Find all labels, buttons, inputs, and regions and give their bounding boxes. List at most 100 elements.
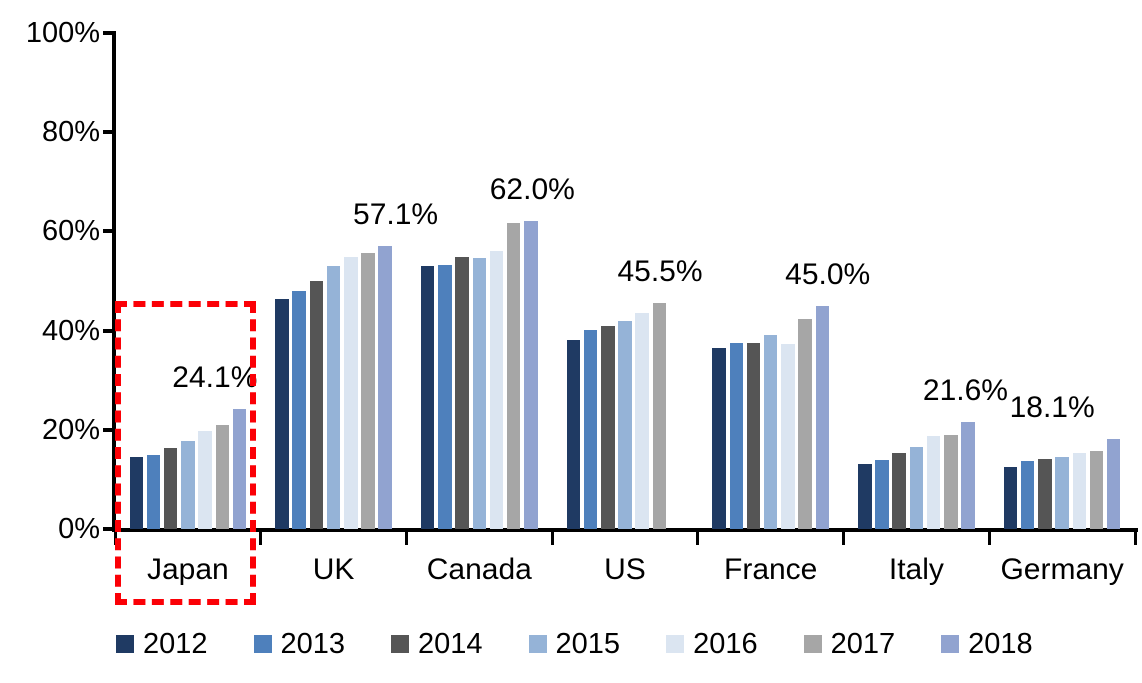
bar-japan-2013	[146, 455, 161, 529]
category-label-uk: UK	[312, 553, 355, 586]
category-label-france: France	[724, 553, 818, 586]
bar-italy-2017	[944, 434, 958, 529]
bar-germany-2012	[1003, 467, 1018, 529]
bar-us-2017	[652, 303, 667, 529]
x-tick-mark	[550, 529, 554, 545]
bar-italy-2016	[926, 435, 941, 529]
data-label-canada: 62.0%	[489, 173, 575, 207]
bar-japan-2017	[215, 424, 229, 529]
x-tick-mark	[259, 529, 263, 545]
x-tick-mark	[696, 529, 700, 545]
data-label-italy: 21.6%	[922, 373, 1008, 407]
legend-swatch-2017	[803, 635, 822, 653]
bar-uk-2015	[326, 265, 341, 529]
x-tick-mark	[1133, 529, 1137, 545]
category-label-canada: Canada	[426, 553, 532, 586]
x-tick-mark	[987, 529, 991, 545]
bar-france-2014	[746, 343, 761, 529]
bar-us-2013	[583, 330, 598, 529]
bar-canada-2013	[438, 264, 452, 529]
bar-italy-2018	[961, 421, 975, 529]
bar-japan-2014	[163, 447, 178, 529]
legend-item-2017: 2017	[803, 628, 896, 660]
bar-france-2016	[781, 344, 795, 529]
data-label-us: 45.5%	[617, 255, 703, 289]
legend-item-2016: 2016	[666, 629, 758, 659]
legend-label: 2018	[968, 628, 1033, 660]
legend-item-2015: 2015	[528, 628, 621, 660]
bar-us-2015	[618, 320, 632, 529]
y-tick-label: 20%	[41, 413, 100, 446]
legend-swatch-2012	[116, 635, 134, 653]
bar-germany-2016	[1072, 453, 1087, 529]
bar-france-2018	[815, 305, 830, 529]
bar-canada-2015	[472, 258, 487, 529]
bar-japan-2016	[198, 430, 212, 529]
bar-germany-2014	[1038, 458, 1052, 529]
legend: 2012 2013 2014 2015 2016 2017 2018	[116, 629, 1033, 659]
bar-italy-2013	[875, 459, 889, 529]
bar-italy-2014	[892, 453, 906, 529]
bar-canada-2017	[506, 223, 521, 529]
data-label-germany: 18.1%	[1009, 391, 1095, 425]
category-label-germany: Germany	[1000, 553, 1124, 586]
y-tick-mark	[103, 31, 113, 35]
legend-label: 2013	[280, 628, 346, 660]
y-tick-mark	[103, 229, 113, 234]
bar-france-2017	[798, 319, 812, 529]
legend-item-2014: 2014	[391, 629, 483, 659]
legend-swatch-2016	[666, 635, 685, 653]
bar-canada-2016	[489, 251, 504, 529]
bar-germany-2017	[1089, 451, 1104, 529]
bar-uk-2014	[309, 281, 324, 529]
legend-label: 2016	[693, 628, 758, 660]
bar-canada-2018	[524, 221, 538, 529]
legend-label: 2014	[418, 628, 483, 660]
bar-germany-2015	[1055, 456, 1069, 529]
bar-japan-2012	[129, 457, 143, 529]
legend-label: 2015	[555, 628, 621, 660]
bar-france-2013	[729, 342, 744, 529]
category-label-japan: Japan	[146, 553, 229, 586]
bar-germany-2018	[1106, 439, 1121, 529]
japan-highlight-box	[115, 301, 256, 605]
data-label-uk: 57.1%	[353, 197, 439, 231]
legend-label: 2012	[143, 628, 208, 660]
y-tick-mark	[103, 328, 113, 333]
bar-canada-2012	[420, 266, 435, 529]
bar-canada-2014	[455, 257, 469, 529]
y-axis-line	[112, 31, 116, 532]
legend-item-2013: 2013	[253, 628, 346, 660]
bar-uk-2016	[344, 257, 358, 529]
y-tick-label: 100%	[25, 17, 100, 49]
data-label-japan: 24.1%	[172, 361, 258, 395]
category-label-us: US	[604, 553, 646, 586]
y-tick-label: 80%	[41, 116, 100, 149]
bar-uk-2013	[292, 291, 306, 529]
category-label-italy: Italy	[888, 553, 944, 586]
y-tick-mark	[103, 130, 113, 135]
bar-italy-2015	[909, 446, 924, 529]
y-tick-mark	[103, 527, 113, 531]
legend-item-2018: 2018	[941, 629, 1033, 659]
y-tick-label: 60%	[41, 215, 100, 248]
x-tick-mark	[404, 529, 408, 545]
data-label-france: 45.0%	[785, 257, 871, 291]
y-tick-label: 0%	[58, 513, 100, 545]
x-tick-mark	[842, 529, 846, 545]
bar-japan-2015	[181, 440, 195, 529]
bar-italy-2012	[858, 463, 872, 529]
y-tick-label: 40%	[41, 314, 100, 347]
legend-item-2012: 2012	[116, 629, 208, 659]
bar-us-2012	[566, 339, 581, 529]
legend-swatch-2018	[941, 635, 960, 653]
bar-france-2015	[763, 334, 778, 529]
legend-swatch-2014	[391, 635, 410, 653]
legend-label: 2017	[830, 628, 896, 660]
bar-uk-2018	[378, 245, 392, 529]
legend-swatch-2015	[528, 635, 547, 653]
bar-us-2016	[635, 312, 649, 529]
bar-france-2012	[712, 347, 726, 529]
bar-germany-2013	[1020, 460, 1035, 529]
